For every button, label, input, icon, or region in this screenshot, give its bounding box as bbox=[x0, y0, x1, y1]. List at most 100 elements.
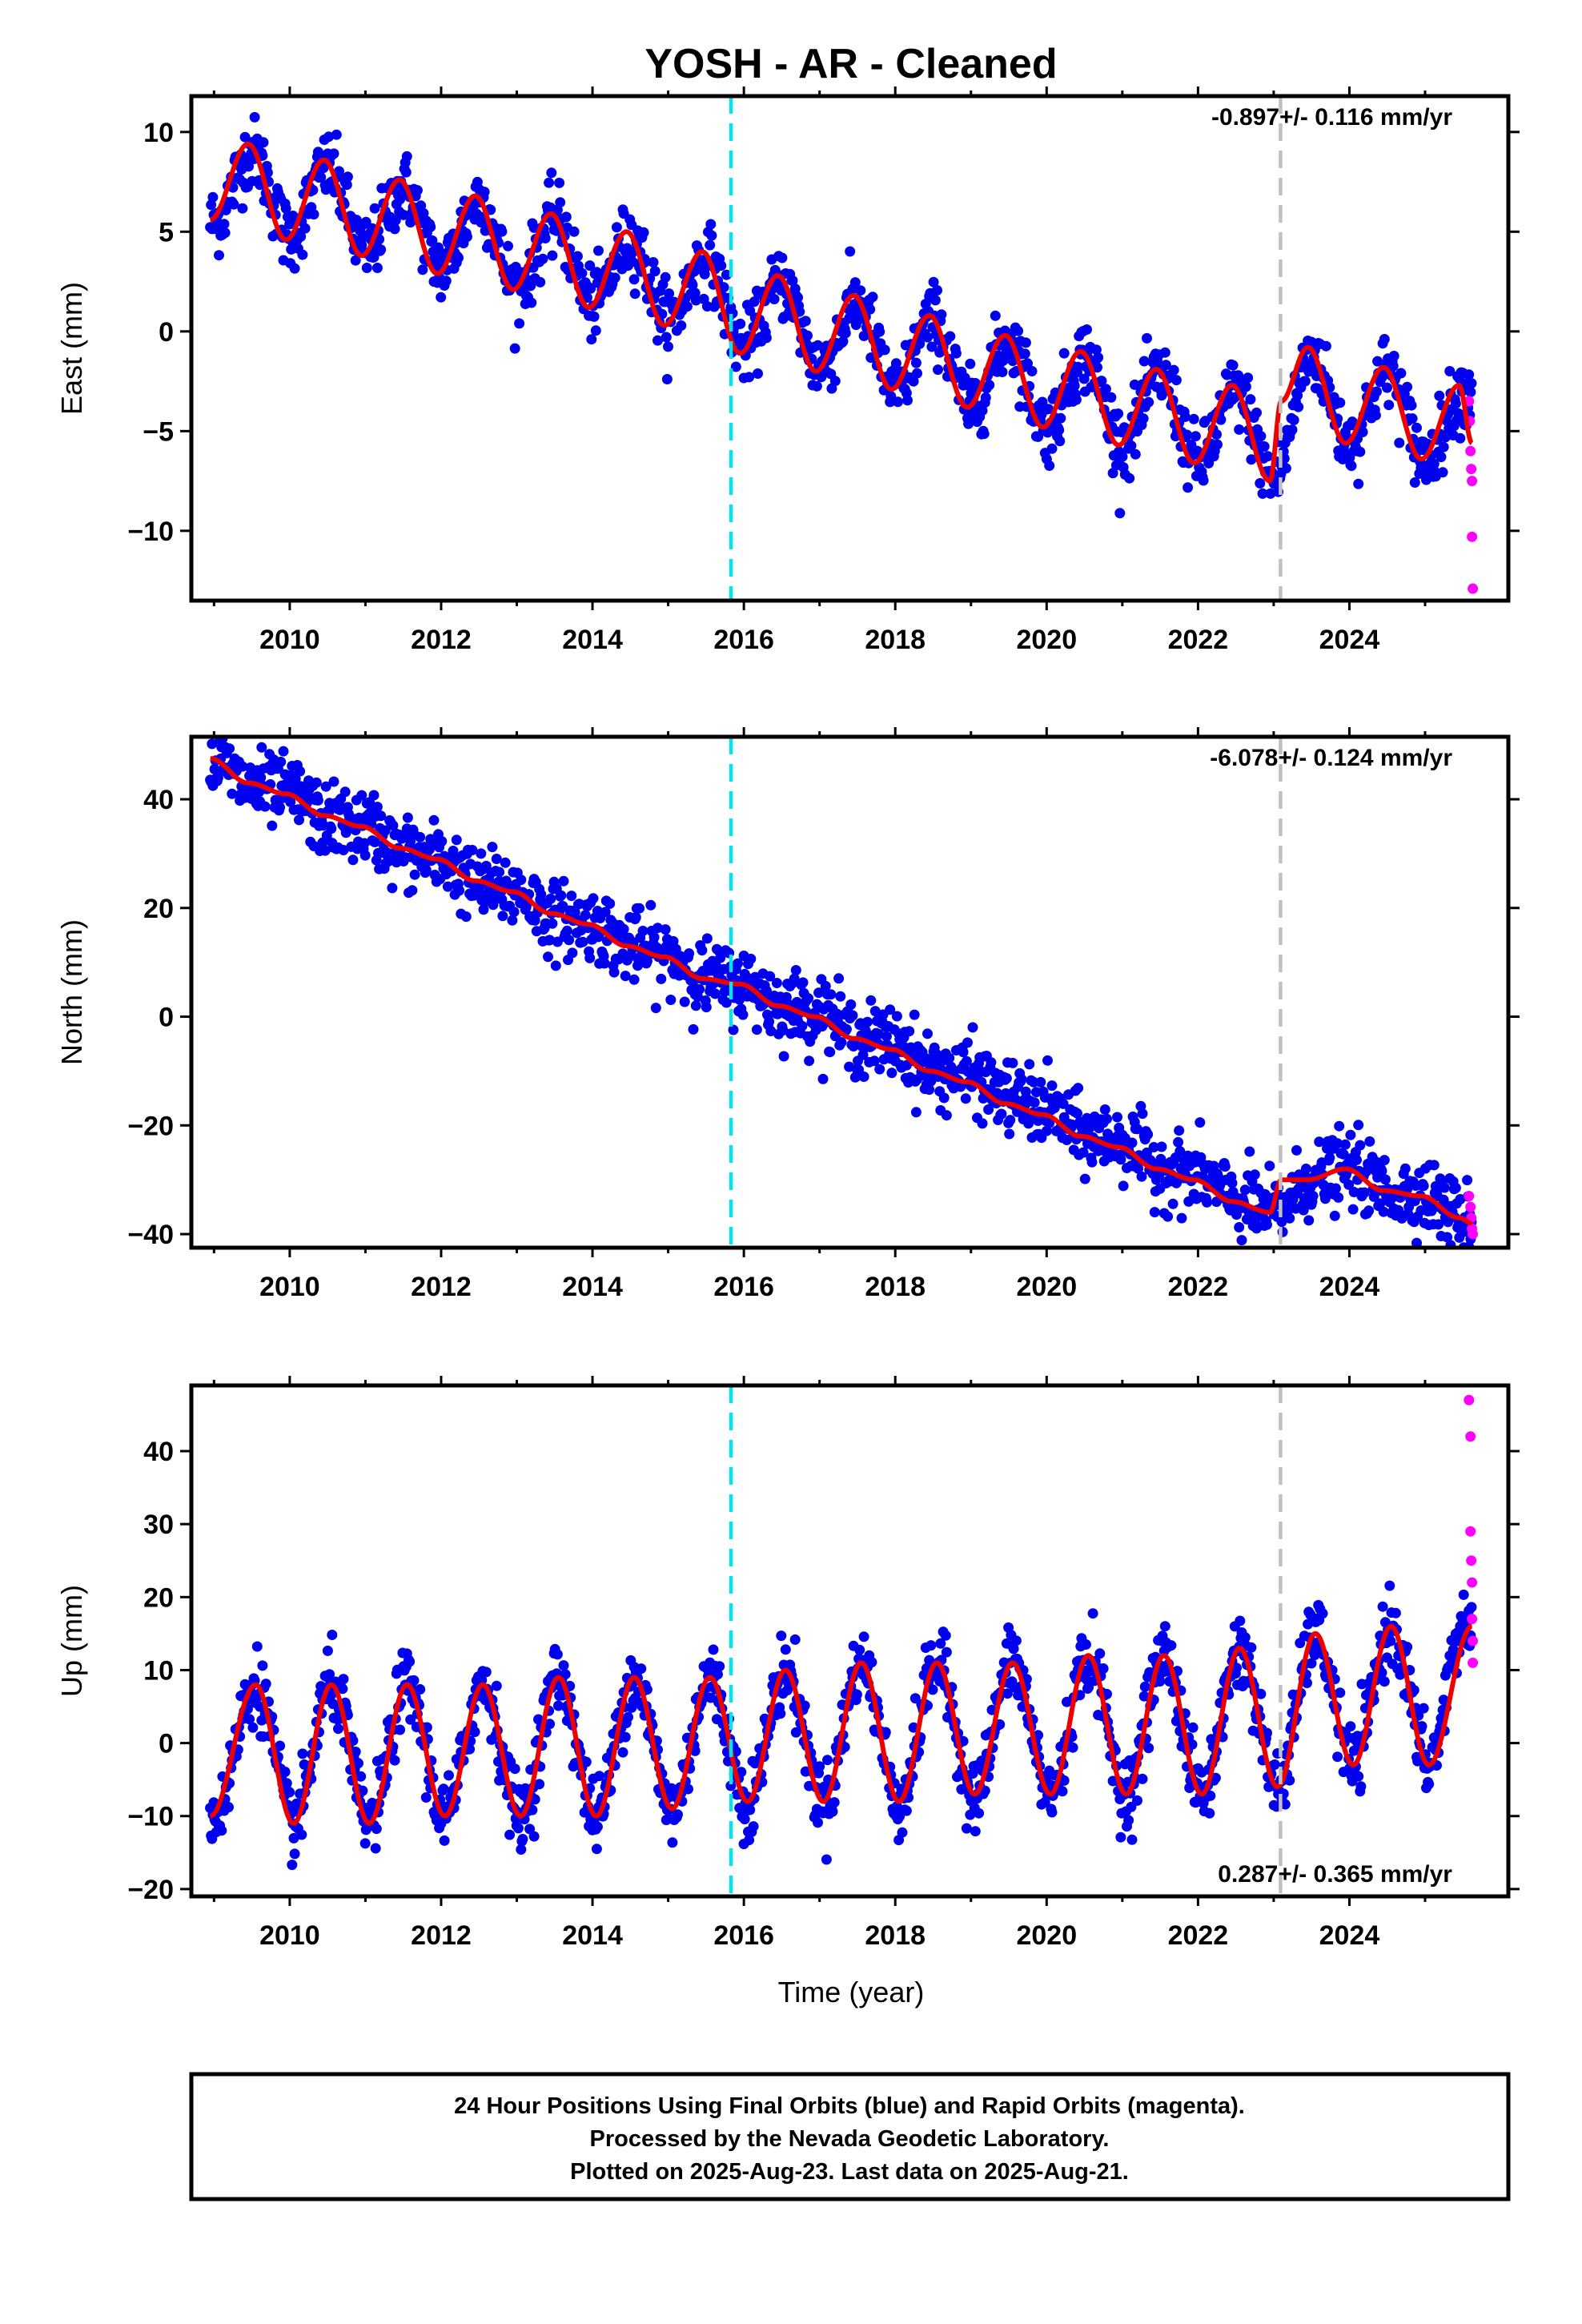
final-point bbox=[1329, 1210, 1340, 1221]
final-point bbox=[910, 1107, 921, 1118]
final-point bbox=[803, 993, 814, 1004]
x-tick-label: 2018 bbox=[865, 1272, 926, 1302]
final-point bbox=[623, 1711, 633, 1723]
final-point bbox=[1159, 347, 1170, 358]
rapid-point bbox=[1467, 1614, 1478, 1625]
final-point bbox=[600, 907, 611, 918]
final-point bbox=[1395, 368, 1407, 379]
rapid-point bbox=[1466, 464, 1477, 475]
final-point bbox=[1099, 1104, 1110, 1115]
final-point bbox=[865, 995, 877, 1006]
final-point bbox=[1143, 1743, 1154, 1754]
final-point bbox=[558, 875, 569, 887]
final-point bbox=[1082, 324, 1092, 335]
final-point bbox=[1379, 1155, 1390, 1166]
final-point bbox=[604, 898, 616, 909]
plot-area bbox=[205, 737, 1479, 1248]
final-point bbox=[932, 285, 942, 296]
final-point bbox=[334, 166, 344, 177]
final-point bbox=[663, 341, 673, 352]
final-point bbox=[1402, 381, 1413, 392]
final-point bbox=[797, 977, 809, 988]
final-point bbox=[1332, 1138, 1343, 1149]
final-point bbox=[1333, 1192, 1344, 1203]
final-point bbox=[547, 250, 558, 261]
final-point bbox=[555, 197, 566, 208]
final-point bbox=[320, 781, 331, 792]
final-point bbox=[1317, 1608, 1328, 1619]
final-point bbox=[580, 910, 591, 921]
final-point bbox=[855, 285, 866, 296]
final-point bbox=[1073, 361, 1084, 372]
final-point bbox=[1244, 1146, 1255, 1157]
footer-line-2: Processed by the Nevada Geodetic Laborat… bbox=[590, 2126, 1110, 2152]
final-point bbox=[296, 1829, 307, 1840]
final-point bbox=[1188, 413, 1199, 424]
final-point bbox=[375, 810, 387, 822]
final-point bbox=[1355, 446, 1366, 457]
final-point bbox=[650, 1003, 661, 1014]
final-point bbox=[862, 1016, 873, 1027]
final-point bbox=[289, 1848, 300, 1860]
final-point bbox=[941, 1110, 952, 1121]
final-point bbox=[1338, 1148, 1349, 1160]
final-point bbox=[1227, 1177, 1238, 1188]
final-point bbox=[890, 358, 901, 369]
final-point bbox=[980, 392, 991, 403]
final-point bbox=[1112, 1112, 1122, 1123]
final-point bbox=[387, 820, 399, 831]
x-tick-label: 2012 bbox=[411, 1272, 472, 1302]
final-point bbox=[765, 971, 776, 982]
panel-up: 2010 2012 2014 2016 2018 2020 2022 202440302010… bbox=[55, 1376, 1520, 1951]
final-point bbox=[930, 295, 941, 306]
final-point bbox=[552, 1649, 563, 1660]
final-point bbox=[517, 1834, 528, 1844]
final-point bbox=[593, 245, 604, 256]
final-point bbox=[1353, 478, 1364, 489]
final-point bbox=[586, 334, 597, 345]
final-point bbox=[1176, 1212, 1187, 1224]
final-point bbox=[1078, 1147, 1089, 1158]
final-point bbox=[1359, 1187, 1370, 1198]
final-point bbox=[1387, 360, 1399, 372]
final-point bbox=[869, 1006, 881, 1017]
final-point bbox=[412, 185, 423, 196]
final-point bbox=[1078, 373, 1090, 384]
final-point bbox=[1465, 387, 1476, 397]
final-point bbox=[453, 252, 464, 263]
final-point bbox=[395, 1724, 406, 1735]
final-point bbox=[1245, 394, 1256, 405]
final-point bbox=[1202, 1196, 1212, 1208]
final-point bbox=[312, 794, 323, 806]
final-point bbox=[977, 1118, 988, 1129]
final-point bbox=[491, 1680, 502, 1691]
final-point bbox=[1195, 1117, 1206, 1128]
final-point bbox=[676, 320, 687, 331]
final-point bbox=[1263, 451, 1274, 462]
final-point bbox=[684, 948, 695, 959]
final-point bbox=[1407, 413, 1418, 424]
final-point bbox=[1080, 1639, 1091, 1650]
x-tick-label: 2018 bbox=[865, 625, 926, 655]
y-tick-label: 0 bbox=[159, 1003, 174, 1033]
final-point bbox=[777, 252, 788, 263]
x-tick-label: 2020 bbox=[1016, 625, 1077, 655]
final-point bbox=[1046, 443, 1058, 454]
y-tick-label: −5 bbox=[143, 416, 174, 447]
final-point bbox=[1259, 441, 1270, 452]
final-point bbox=[961, 1055, 972, 1067]
final-point bbox=[1466, 1602, 1477, 1613]
final-point bbox=[845, 999, 857, 1010]
final-point bbox=[1219, 1161, 1231, 1172]
final-point bbox=[1090, 344, 1102, 356]
final-point bbox=[488, 899, 499, 911]
final-orbit-points bbox=[205, 737, 1477, 1248]
final-point bbox=[636, 1663, 647, 1675]
final-point bbox=[487, 842, 498, 853]
final-point bbox=[1439, 432, 1451, 443]
final-point bbox=[1251, 407, 1262, 418]
final-point bbox=[1013, 325, 1024, 336]
final-point bbox=[1235, 1615, 1246, 1626]
final-point bbox=[1423, 1779, 1435, 1790]
final-point bbox=[295, 766, 306, 777]
